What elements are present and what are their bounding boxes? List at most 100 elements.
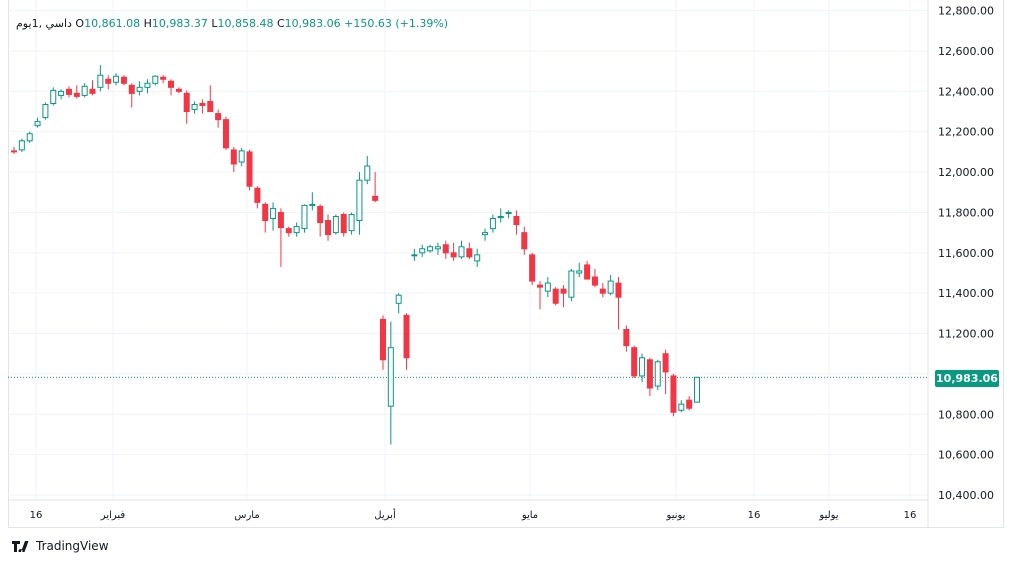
- candle-body: [662, 353, 669, 373]
- candle-body: [694, 376, 700, 403]
- candle-body: [285, 228, 292, 234]
- candle-body: [419, 248, 426, 254]
- candle-body: [222, 119, 229, 149]
- candle-body: [317, 205, 324, 224]
- candle-body: [591, 276, 598, 286]
- candle-body: [191, 103, 198, 111]
- candle-body: [65, 88, 72, 95]
- y-tick-label: 11,800.00: [938, 206, 994, 219]
- candle-body: [670, 375, 677, 413]
- ohlc-legend: داسي ,1يوم O10,861.08 H10,983.37 L10,858…: [16, 17, 448, 30]
- candle-body: [97, 74, 104, 88]
- x-tick-label: 16: [30, 510, 43, 521]
- candle-body: [152, 75, 159, 84]
- candle-body: [58, 90, 65, 96]
- candle-body: [631, 347, 638, 377]
- candle-body: [646, 359, 653, 389]
- candle-body: [113, 75, 120, 83]
- candle-body: [270, 207, 277, 220]
- high-value: 10,983.37: [151, 17, 208, 30]
- low-value: 10,858.48: [217, 17, 274, 30]
- candle-body: [379, 318, 386, 361]
- candle-body: [34, 121, 41, 127]
- candle-body: [325, 220, 332, 236]
- candle-body: [262, 203, 269, 222]
- candle-body: [11, 150, 17, 153]
- candle-body: [529, 254, 536, 282]
- symbol-label[interactable]: داسي ,1يوم: [16, 17, 72, 30]
- y-tick-label: 12,800.00: [938, 5, 994, 18]
- close-label: C: [276, 17, 285, 30]
- x-tick-label: أبريل: [374, 508, 396, 521]
- candle-body: [544, 282, 551, 292]
- high-label: H: [143, 17, 152, 30]
- candle-body: [552, 288, 559, 304]
- candle-body: [348, 213, 355, 232]
- y-tick-label: 11,400.00: [938, 287, 994, 300]
- candle-body: [654, 361, 661, 387]
- change-value: +150.63 (+1.39%): [344, 17, 449, 30]
- candle-body: [136, 86, 143, 92]
- y-tick-label: 10,800.00: [938, 408, 994, 421]
- candle-body: [199, 102, 206, 106]
- candle-body: [489, 218, 496, 230]
- candle-body: [254, 187, 261, 203]
- candle-body: [560, 288, 567, 294]
- x-tick-label: مايو: [521, 510, 538, 521]
- candle-body: [434, 246, 441, 250]
- candle-body: [89, 88, 96, 94]
- candle-body: [497, 215, 504, 218]
- x-tick-label: يوليو: [818, 510, 838, 521]
- candle-body: [442, 244, 449, 254]
- candle-body: [183, 92, 190, 113]
- candle-body: [536, 284, 543, 288]
- candle-body: [678, 403, 685, 411]
- candle-body: [50, 89, 57, 104]
- candle-body: [215, 113, 222, 121]
- candle-body: [128, 84, 135, 94]
- x-tick-label: يونيو: [666, 510, 686, 521]
- y-tick-label: 12,400.00: [938, 85, 994, 98]
- tradingview-brand[interactable]: TradingView: [12, 539, 109, 553]
- candle-body: [686, 399, 693, 409]
- chart-frame: [8, 0, 1004, 528]
- candle-body: [356, 179, 363, 222]
- candle-body: [230, 149, 237, 165]
- y-tick-label: 11,200.00: [938, 328, 994, 341]
- candle-body: [576, 270, 583, 274]
- y-tick-label: 12,600.00: [938, 45, 994, 58]
- candle-body: [332, 215, 339, 234]
- candle-body: [364, 165, 371, 181]
- x-tick-label: فبراير: [100, 510, 126, 521]
- candle-body: [607, 280, 614, 294]
- candle-body: [521, 232, 528, 250]
- open-value: 10,861.08: [84, 17, 141, 30]
- y-tick-label: 10,400.00: [938, 489, 994, 502]
- candle-body: [639, 357, 646, 377]
- candle-body: [427, 246, 434, 252]
- candle-body: [81, 85, 88, 96]
- low-label: L: [211, 17, 218, 30]
- candle-body: [450, 252, 457, 258]
- candle-body: [175, 88, 182, 92]
- candle-body: [474, 254, 481, 262]
- candle-body: [458, 246, 465, 258]
- candle-body: [505, 211, 512, 214]
- tradingview-logo-icon: [12, 540, 29, 552]
- candle-body: [466, 248, 473, 258]
- candle-body: [18, 140, 25, 151]
- candle-body: [26, 133, 33, 142]
- candle-body: [160, 76, 167, 80]
- candle-body: [568, 270, 575, 298]
- candle-body: [42, 103, 49, 119]
- open-label: O: [75, 17, 85, 30]
- y-tick-label: 12,000.00: [938, 166, 994, 179]
- candle-body: [482, 232, 489, 236]
- candle-body: [73, 92, 80, 97]
- candle-body: [301, 204, 308, 230]
- candle-body: [105, 78, 112, 84]
- candle-body: [387, 347, 394, 407]
- candle-body: [513, 215, 520, 226]
- candle-body: [144, 82, 151, 88]
